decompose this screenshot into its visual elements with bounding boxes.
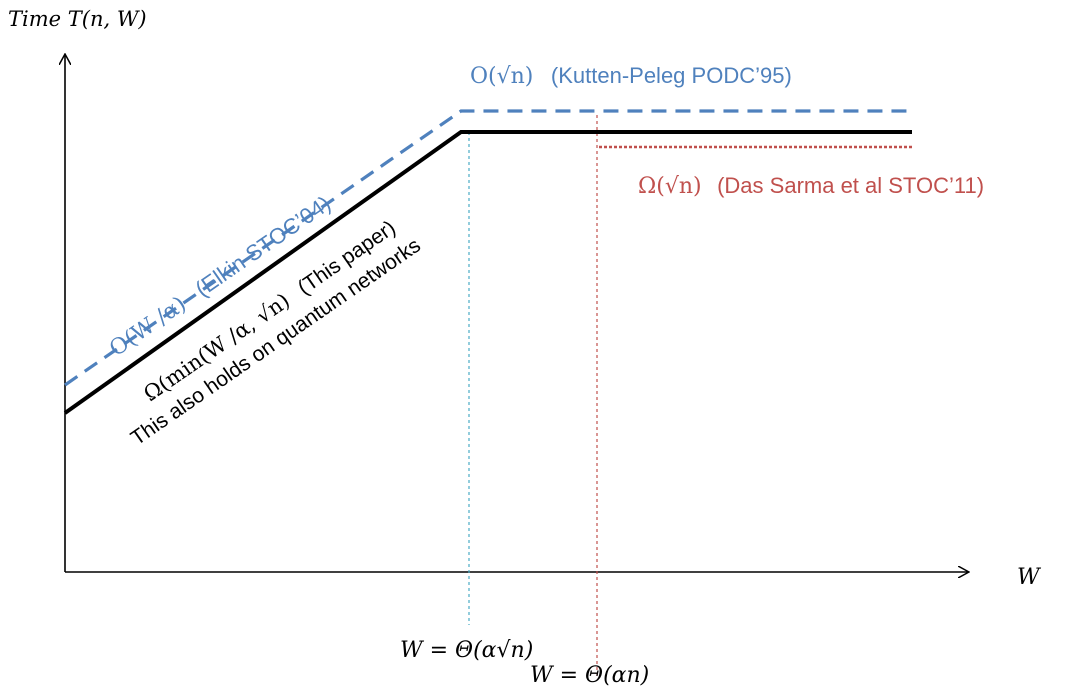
quantum-networks-label: This also holds on quantum networks xyxy=(127,234,425,450)
y-axis-label: Time T(n, W) xyxy=(8,7,147,31)
x-axis-label: W xyxy=(1017,565,1042,590)
x-marker-sqrt-n-label: W = Θ(α√n) xyxy=(400,638,533,663)
das-sarma-label: Ω(√n) (Das Sarma et al STOC’11) xyxy=(638,173,984,199)
x-marker-n-label: W = Θ(αn) xyxy=(530,663,649,688)
lower-bound-curve xyxy=(63,130,912,415)
kutten-peleg-label: O(√n) (Kutten-Peleg PODC’95) xyxy=(470,63,792,89)
upper-bound-curve xyxy=(64,109,912,387)
